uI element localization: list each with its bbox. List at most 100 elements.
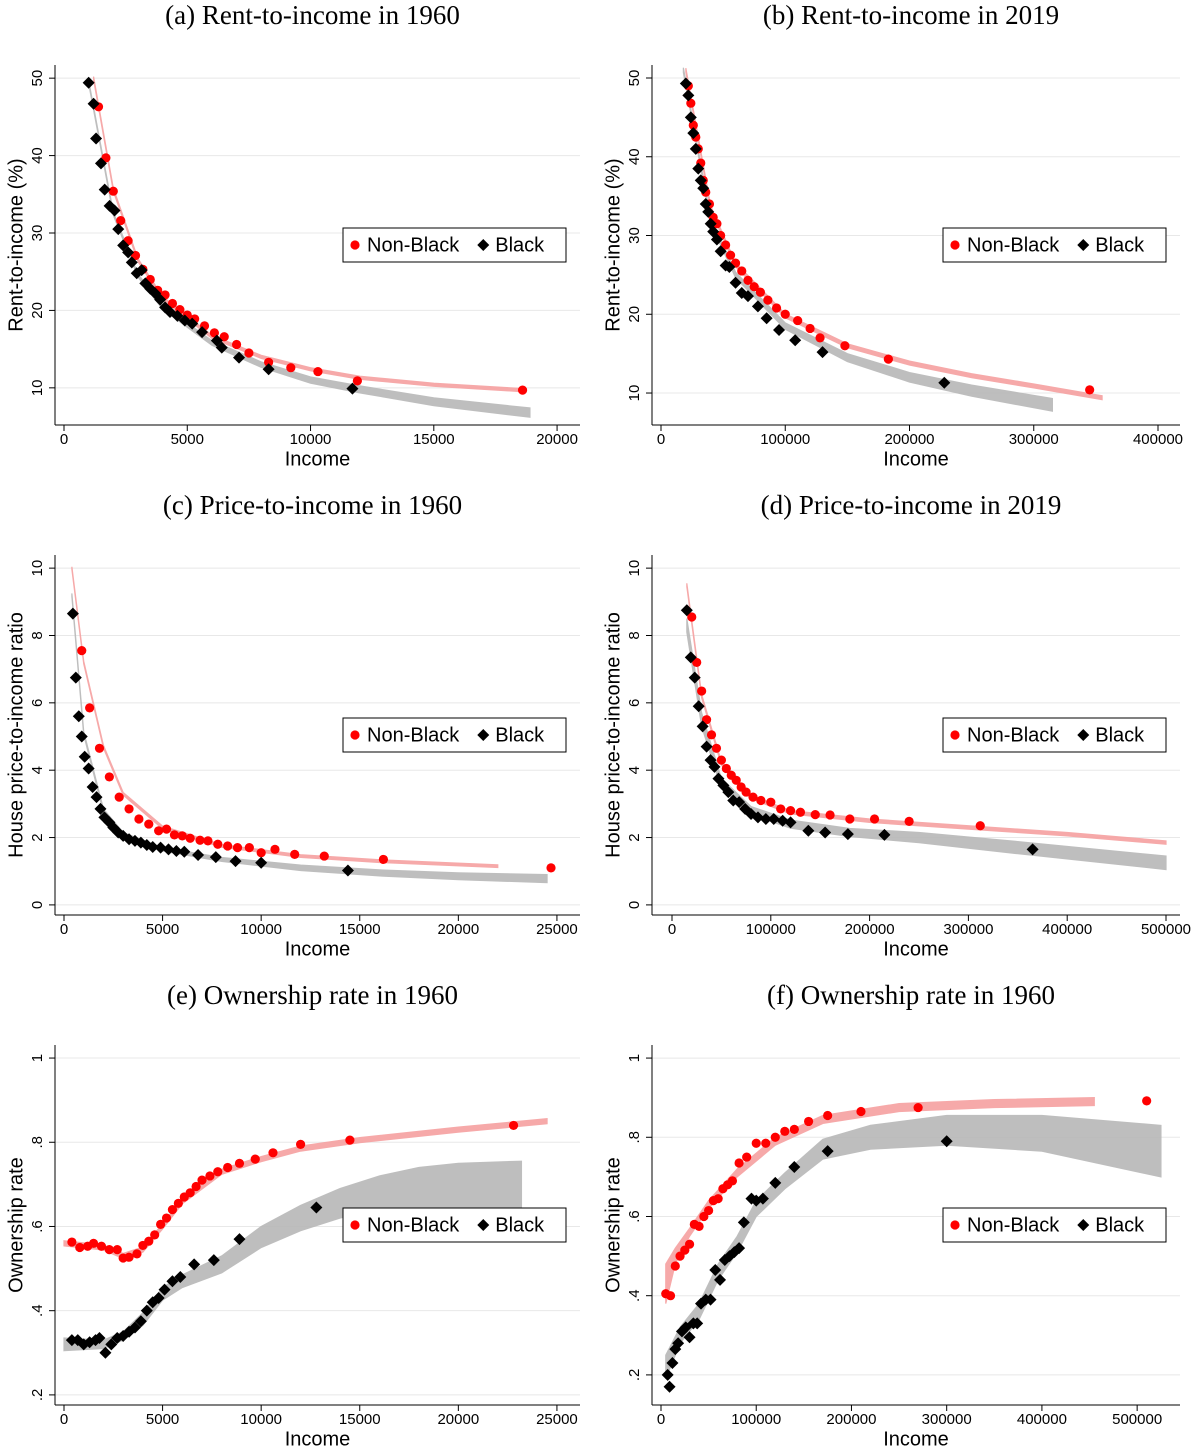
point: [82, 76, 95, 89]
point: [692, 657, 702, 668]
x-tick-label: 5000: [171, 431, 204, 448]
point: [173, 1198, 183, 1208]
y-tick-label: .6: [626, 1210, 643, 1223]
point: [704, 1205, 714, 1216]
point: [319, 851, 329, 861]
x-tick-label: 300000: [943, 921, 993, 938]
point: [170, 845, 183, 858]
point: [232, 843, 243, 853]
point: [815, 333, 825, 343]
point: [666, 1357, 679, 1370]
legend-label: Black: [1095, 1214, 1145, 1236]
point: [234, 1158, 245, 1168]
legend-box: [942, 227, 1167, 263]
point: [810, 810, 820, 820]
point: [167, 1205, 178, 1215]
y-tick-label: 1: [626, 1054, 643, 1062]
point: [856, 1106, 866, 1117]
point: [804, 1116, 814, 1127]
x-tick-label: 100000: [746, 921, 796, 938]
point: [341, 864, 354, 877]
point: [162, 843, 175, 856]
legend-marker: [350, 1220, 360, 1230]
y-tick-label: 10: [626, 385, 643, 402]
point: [186, 317, 199, 330]
y-tick-label: .8: [29, 1136, 46, 1149]
x-axis-label: Income: [883, 938, 949, 960]
y-tick-label: 8: [626, 631, 643, 639]
point: [207, 1254, 220, 1267]
y-axis-label: House price-to-income ratio: [5, 612, 27, 858]
legend-label: Black: [495, 724, 545, 746]
x-axis-label: Income: [285, 448, 351, 470]
point: [869, 814, 880, 824]
point: [725, 250, 736, 260]
y-tick-label: 20: [626, 306, 643, 323]
point: [825, 810, 835, 820]
point: [185, 1188, 195, 1198]
legend-label: Black: [495, 1214, 545, 1236]
point: [711, 743, 722, 753]
chart-title: (c) Price-to-income in 1960: [163, 490, 462, 520]
legend-marker: [477, 1219, 490, 1231]
point: [741, 290, 754, 303]
legend-marker: [950, 240, 960, 250]
y-tick-label: 30: [29, 225, 46, 242]
y-axis-label: Rent-to-income (%): [602, 158, 624, 331]
y-tick-label: 20: [29, 302, 46, 319]
x-tick-label: 25000: [536, 921, 578, 938]
point: [213, 839, 223, 849]
point: [345, 1135, 355, 1145]
point: [802, 824, 815, 837]
point: [845, 814, 855, 824]
point: [823, 1110, 833, 1121]
point: [709, 1263, 722, 1276]
y-tick-label: .4: [29, 1304, 46, 1317]
point: [378, 854, 389, 865]
point: [104, 1245, 114, 1255]
y-tick-label: 50: [626, 70, 643, 87]
point: [150, 1230, 160, 1240]
point: [743, 275, 753, 286]
legend-marker: [1077, 239, 1090, 251]
point: [687, 612, 697, 622]
point: [192, 849, 205, 862]
point: [112, 1245, 122, 1255]
legend-label: Black: [495, 234, 545, 256]
point: [684, 111, 697, 124]
point: [166, 1275, 179, 1288]
x-tick-label: 20000: [437, 1411, 479, 1428]
point: [729, 276, 742, 289]
point: [795, 807, 806, 817]
point: [69, 671, 82, 684]
point: [883, 354, 893, 364]
point: [310, 1201, 323, 1214]
point: [178, 845, 191, 858]
point: [878, 828, 891, 841]
x-tick-label: 25000: [536, 1411, 578, 1428]
point: [96, 1241, 107, 1251]
point: [223, 1162, 233, 1173]
point: [714, 245, 727, 258]
point: [789, 334, 802, 347]
point: [756, 1192, 769, 1205]
x-tick-label: 200000: [826, 1411, 876, 1428]
point: [268, 1148, 278, 1158]
point: [714, 1273, 727, 1286]
y-tick-label: .8: [626, 1131, 643, 1144]
point: [773, 324, 786, 337]
legend-label: Non-Black: [967, 234, 1060, 256]
point: [769, 1176, 782, 1189]
point: [684, 1239, 695, 1249]
point: [296, 1139, 306, 1149]
point: [191, 1181, 201, 1192]
x-tick-label: 500000: [1141, 921, 1191, 938]
y-tick-label: 40: [29, 147, 46, 164]
legend-label: Non-Black: [367, 234, 460, 256]
point: [702, 205, 715, 218]
y-tick-label: 4: [29, 766, 46, 774]
legend-label: Non-Black: [367, 724, 460, 746]
point: [75, 1242, 85, 1253]
point: [712, 219, 722, 229]
point: [197, 1175, 207, 1185]
